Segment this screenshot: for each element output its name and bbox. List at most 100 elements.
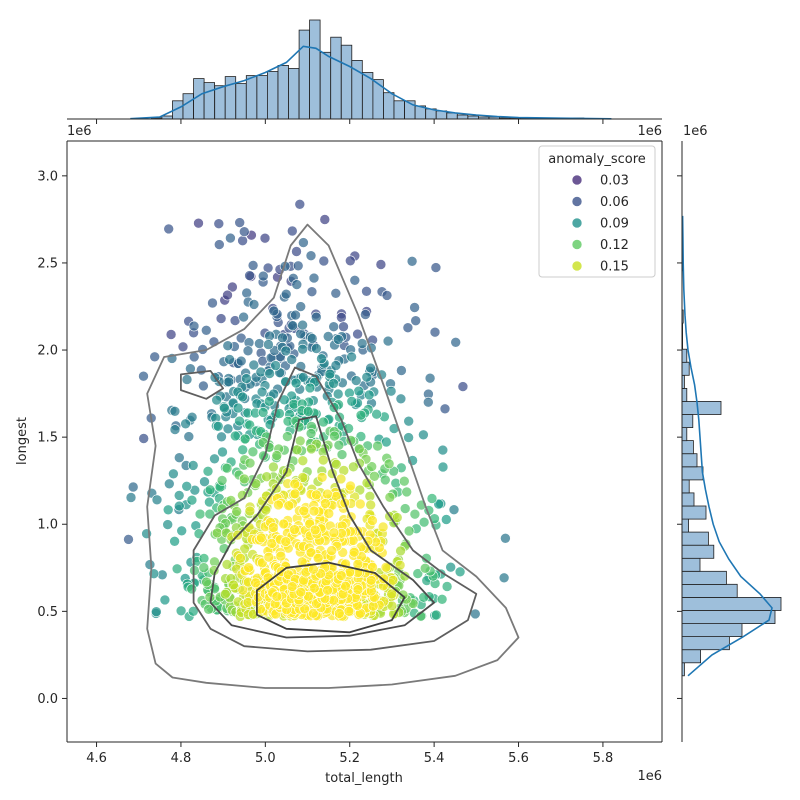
x-tick-label: 5.0 [255, 751, 276, 766]
right-marginal-multiplier-label: 1e6 [683, 124, 708, 139]
scatter-point [375, 259, 387, 270]
scatter-point [306, 333, 318, 344]
scatter-point [125, 492, 137, 503]
y-histogram-bar [681, 636, 730, 651]
scatter-point [356, 338, 368, 349]
y-histogram-bar [681, 440, 694, 455]
scatter-point [403, 432, 414, 443]
scatter-point [283, 500, 295, 512]
scatter-point [437, 444, 449, 456]
scatter-point [336, 449, 348, 460]
scatter-point [138, 370, 149, 382]
scatter-point [275, 550, 287, 562]
x-histogram-bar [235, 83, 247, 120]
scatter-point [304, 382, 316, 394]
scatter-point [305, 428, 317, 439]
scatter-point [214, 239, 225, 250]
scatter-point [261, 471, 273, 483]
scatter-point [298, 505, 310, 517]
scatter-point [310, 311, 322, 323]
scatter-point [222, 289, 233, 301]
legend-marker [571, 196, 583, 207]
legend-marker [571, 174, 583, 186]
scatter-point [309, 524, 321, 536]
scatter-point [212, 420, 224, 432]
x-histogram-bar [393, 100, 405, 120]
scatter-point [343, 605, 355, 617]
top-marginal-multiplier-label: 1e6 [637, 124, 662, 139]
scatter-point [213, 218, 225, 229]
scatter-point [403, 525, 415, 537]
scatter-point [181, 374, 193, 385]
scatter-point [241, 287, 252, 299]
kde-contour-line [180, 370, 224, 400]
scatter-point [202, 465, 214, 477]
y-histogram-bar [681, 387, 688, 402]
scatter-point [169, 535, 180, 547]
legend-entries: 0.03 0.06 0.09 0.12 0.15 [571, 174, 629, 275]
y-multiplier-label: 1e6 [67, 124, 92, 139]
scatter-point [297, 455, 309, 467]
scatter-point [239, 226, 250, 237]
scatter-point [379, 474, 391, 486]
scatter-point [151, 606, 162, 618]
scatter-point [383, 458, 395, 470]
scatter-point [282, 431, 293, 442]
scatter-point [294, 435, 306, 447]
scatter-point [254, 338, 265, 349]
scatter-point [290, 309, 301, 321]
scatter-point [439, 403, 451, 415]
scatter-point [418, 591, 430, 603]
scatter-point [409, 302, 420, 313]
y-histogram-bar [681, 479, 690, 494]
scatter-point [322, 488, 333, 500]
scatter-point [365, 574, 377, 586]
x-histogram-bar [319, 51, 332, 120]
scatter-point [174, 452, 185, 464]
scatter-point [239, 433, 251, 445]
scatter-point [221, 462, 233, 474]
scatter-point [277, 332, 288, 344]
scatter-point [422, 396, 434, 408]
scatter-point [186, 411, 198, 423]
x-tick-label: 5.8 [593, 751, 614, 766]
scatter-point [330, 360, 342, 371]
scatter-point [440, 514, 452, 525]
scatter-point [209, 453, 220, 465]
kde-contour-line [192, 366, 478, 653]
scatter-point [289, 524, 300, 535]
scatter-point [297, 371, 309, 383]
scatter-point [207, 297, 218, 309]
y-tick-label: 2.5 [37, 256, 58, 271]
scatter-point [306, 443, 317, 455]
scatter-point [291, 279, 303, 290]
x-tick-label: 5.6 [508, 751, 529, 766]
scatter-point [221, 559, 233, 570]
scatter-point [174, 500, 185, 512]
y-histogram-bar [681, 610, 776, 625]
scatter-point [244, 457, 256, 469]
scatter-point [243, 562, 254, 573]
scatter-point [348, 546, 360, 558]
scatter-point [296, 556, 308, 568]
x-histogram-bar [277, 65, 289, 120]
scatter-point [430, 262, 442, 273]
scatter-point [186, 494, 198, 506]
scatter-point [311, 489, 322, 501]
scatter-point [445, 561, 457, 573]
scatter-point [183, 431, 195, 442]
y-histogram-bar [681, 492, 695, 507]
scatter-point [204, 496, 215, 508]
scatter-point [353, 385, 365, 397]
scatter-point [123, 534, 134, 545]
scatter-point [163, 223, 174, 235]
legend-marker [571, 239, 583, 250]
legend-label: 0.06 [600, 195, 629, 210]
scatter-point [369, 470, 380, 482]
scatter-point [177, 341, 189, 353]
scatter-point [500, 532, 511, 544]
scatter-point [322, 584, 333, 596]
scatter-point [244, 419, 255, 431]
scatter-point [319, 214, 331, 225]
y-histogram-bar [681, 453, 698, 468]
